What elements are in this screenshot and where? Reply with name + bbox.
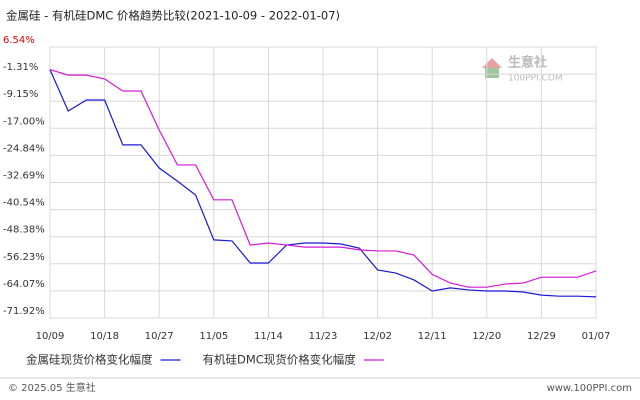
x-tick-label: 10/27 <box>145 331 174 342</box>
x-tick-label: 11/14 <box>254 331 283 342</box>
series-line <box>49 69 597 298</box>
legend-label: 有机硅DMC现货价格变化幅度 <box>203 353 357 367</box>
x-tick-label: 11/05 <box>199 331 228 342</box>
x-tick-label: 12/02 <box>363 331 392 342</box>
y-tick-label: -40.54% <box>3 198 45 209</box>
x-tick-label: 12/11 <box>418 331 447 342</box>
watermark-icon <box>482 58 502 68</box>
y-tick-label: -71.92% <box>3 306 45 317</box>
x-tick-label: 01/07 <box>582 331 611 342</box>
watermark-site: 100PPI.COM <box>508 74 563 84</box>
y-tick-label: -1.31% <box>3 62 38 73</box>
legend-label: 金属硅现货价格变化幅度 <box>26 353 153 367</box>
chart-title: 金属硅 - 有机硅DMC 价格趋势比较(2021-10-09 - 2022-01… <box>6 9 340 23</box>
y-tick-label: -17.00% <box>3 116 45 127</box>
y-tick-label: -64.07% <box>3 279 45 290</box>
x-tick-label: 11/23 <box>309 331 338 342</box>
x-tick-label: 12/29 <box>527 331 556 342</box>
y-tick-label: -32.69% <box>3 171 45 182</box>
x-tick-label: 10/09 <box>36 331 65 342</box>
watermark-icon <box>485 68 499 78</box>
y-tick-label: -24.84% <box>3 143 45 154</box>
x-tick-label: 10/18 <box>90 331 119 342</box>
watermark-name: 生意社 <box>508 55 547 71</box>
x-tick-label: 12/20 <box>472 331 501 342</box>
watermark: 生意社 100PPI.COM <box>482 55 563 84</box>
y-tick-label: -48.38% <box>3 225 45 236</box>
series-line <box>49 69 597 288</box>
footer-left: © 2025.05 生意社 <box>8 381 96 394</box>
y-tick-label: -9.15% <box>3 89 38 100</box>
y-tick-label: 6.54% <box>3 35 35 46</box>
y-tick-label: -56.23% <box>3 252 45 263</box>
footer-right: www.100PPI.com <box>547 383 632 394</box>
